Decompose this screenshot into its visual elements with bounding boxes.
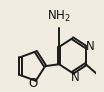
Text: O: O bbox=[29, 77, 38, 90]
Text: NH$_2$: NH$_2$ bbox=[47, 9, 71, 24]
Text: N: N bbox=[71, 71, 79, 84]
Text: N: N bbox=[86, 40, 94, 53]
